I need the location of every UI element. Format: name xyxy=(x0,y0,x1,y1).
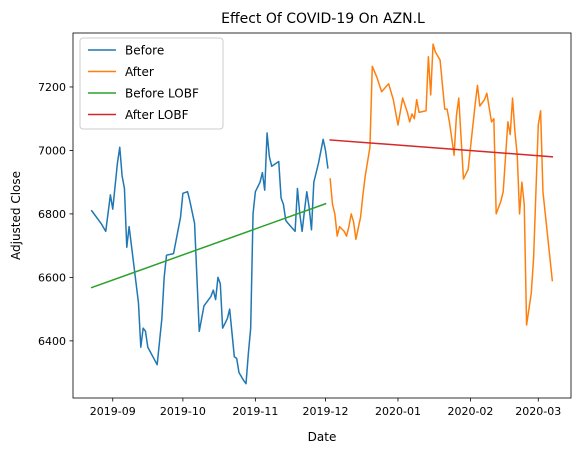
x-tick-label: 2019-10 xyxy=(160,405,206,418)
y-tick-label: 6400 xyxy=(38,335,66,348)
legend-label: After xyxy=(125,65,154,79)
y-tick-label: 6600 xyxy=(38,271,66,284)
legend-box xyxy=(79,37,224,130)
x-tick-label: 2019-09 xyxy=(90,405,136,418)
y-tick-label: 6800 xyxy=(38,208,66,221)
x-tick-label: 2020-01 xyxy=(375,405,421,418)
x-tick-label: 2020-02 xyxy=(447,405,493,418)
x-tick-label: 2019-12 xyxy=(303,405,349,418)
y-tick-label: 7000 xyxy=(38,144,66,157)
legend-label: Before xyxy=(125,44,164,58)
legend: Before After Before LOBF After LOBF xyxy=(79,37,224,130)
legend-label: Before LOBF xyxy=(125,87,199,101)
series-line-after xyxy=(329,43,554,326)
y-tick-label: 7200 xyxy=(38,81,66,94)
chart-title: Effect Of COVID-19 On AZN.L xyxy=(221,11,425,27)
x-tick-label: 2020-03 xyxy=(515,405,561,418)
x-tick-label: 2019-11 xyxy=(232,405,278,418)
series-line-after-lobf xyxy=(329,139,554,158)
series-line-before-lobf xyxy=(90,202,327,289)
series-layer xyxy=(90,43,554,385)
plot-frame xyxy=(72,32,572,399)
series-line-before xyxy=(90,132,329,385)
legend-label: After LOBF xyxy=(125,108,189,122)
x-axis-label: Date xyxy=(308,430,337,444)
ticks-layer: 2019-09 2019-10 2019-11 2019-12 2020-01 2020-… xyxy=(38,81,561,418)
y-axis-label: Adjusted Close xyxy=(9,171,23,260)
